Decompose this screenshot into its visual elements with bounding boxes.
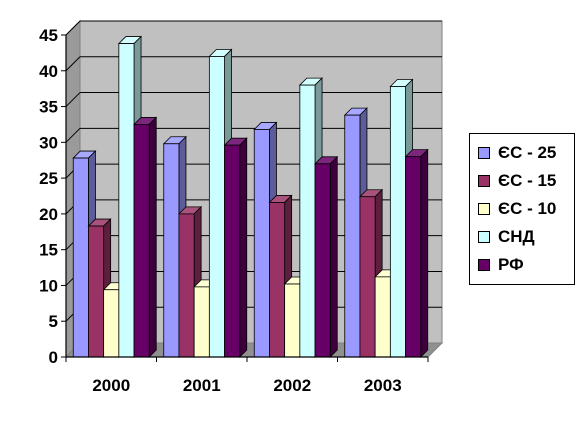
bar-front bbox=[284, 283, 301, 358]
y-tick-label: 45 bbox=[39, 26, 58, 45]
y-tick-label: 40 bbox=[39, 62, 58, 81]
bar-front bbox=[344, 114, 361, 358]
bar-front bbox=[72, 157, 89, 358]
y-tick-label: 5 bbox=[49, 312, 58, 331]
bar-side bbox=[148, 116, 157, 358]
bar bbox=[314, 155, 339, 358]
y-tick-label: 25 bbox=[39, 169, 58, 188]
legend-item: ЄС - 25 bbox=[478, 139, 574, 167]
bar bbox=[404, 148, 429, 358]
bar-front bbox=[103, 289, 120, 358]
gridline-side bbox=[65, 20, 81, 36]
bar-front bbox=[405, 156, 422, 358]
legend-swatch bbox=[478, 175, 490, 187]
legend-item: СНД bbox=[478, 223, 574, 251]
bar-front bbox=[269, 202, 286, 358]
bar-front bbox=[118, 43, 135, 358]
legend-label: ЄС - 10 bbox=[498, 199, 557, 218]
bar-front bbox=[374, 276, 391, 358]
bar bbox=[223, 137, 248, 358]
y-tick-label: 20 bbox=[39, 205, 58, 224]
x-tick-label: 2003 bbox=[364, 376, 402, 395]
bar-front bbox=[193, 286, 210, 358]
legend-swatch bbox=[478, 203, 490, 215]
gridline-side bbox=[65, 92, 81, 107]
y-tick-label: 35 bbox=[39, 98, 58, 117]
x-tick-label: 2000 bbox=[92, 376, 130, 395]
bar-front bbox=[133, 124, 150, 358]
y-tick-label: 0 bbox=[49, 348, 58, 367]
bar-front bbox=[299, 84, 316, 358]
bar-side bbox=[239, 137, 248, 358]
legend-item: РФ bbox=[478, 251, 574, 279]
legend-label: РФ bbox=[498, 255, 524, 274]
y-tick-label: 30 bbox=[39, 133, 58, 152]
legend-swatch bbox=[478, 147, 490, 159]
bar-front bbox=[224, 144, 241, 358]
bar-front bbox=[359, 196, 376, 358]
bar-front bbox=[314, 163, 331, 358]
x-tick-label: 2002 bbox=[273, 376, 311, 395]
bar-front bbox=[208, 56, 225, 358]
legend-label: ЄС - 15 bbox=[498, 171, 557, 190]
legend-swatch bbox=[478, 231, 490, 243]
bar-side bbox=[329, 155, 338, 358]
legend-item: ЄС - 15 bbox=[478, 167, 574, 195]
legend: ЄС - 25 ЄС - 15 ЄС - 10 СНД РФ bbox=[469, 133, 575, 285]
gridline-side bbox=[65, 127, 81, 143]
bar-front bbox=[178, 213, 195, 358]
bar-front bbox=[389, 86, 406, 358]
x-axis-ticks: 2000 2001 2002 2003 bbox=[65, 357, 429, 395]
gridline-side bbox=[65, 56, 81, 72]
legend-swatch bbox=[478, 259, 490, 271]
y-tick-label: 15 bbox=[39, 241, 58, 260]
legend-label: ЄС - 25 bbox=[498, 143, 557, 162]
y-tick-label: 10 bbox=[39, 276, 58, 295]
y-axis-ticks: 0 5 10 15 20 25 30 35 40 45 bbox=[39, 26, 66, 367]
bar-front bbox=[163, 143, 180, 358]
bar-front bbox=[253, 129, 270, 358]
legend-label: СНД bbox=[498, 227, 535, 246]
bar-front bbox=[88, 225, 105, 358]
legend-item: ЄС - 10 bbox=[478, 195, 574, 223]
bar bbox=[133, 116, 158, 358]
x-tick-label: 2001 bbox=[183, 376, 221, 395]
bar-side bbox=[420, 148, 429, 358]
